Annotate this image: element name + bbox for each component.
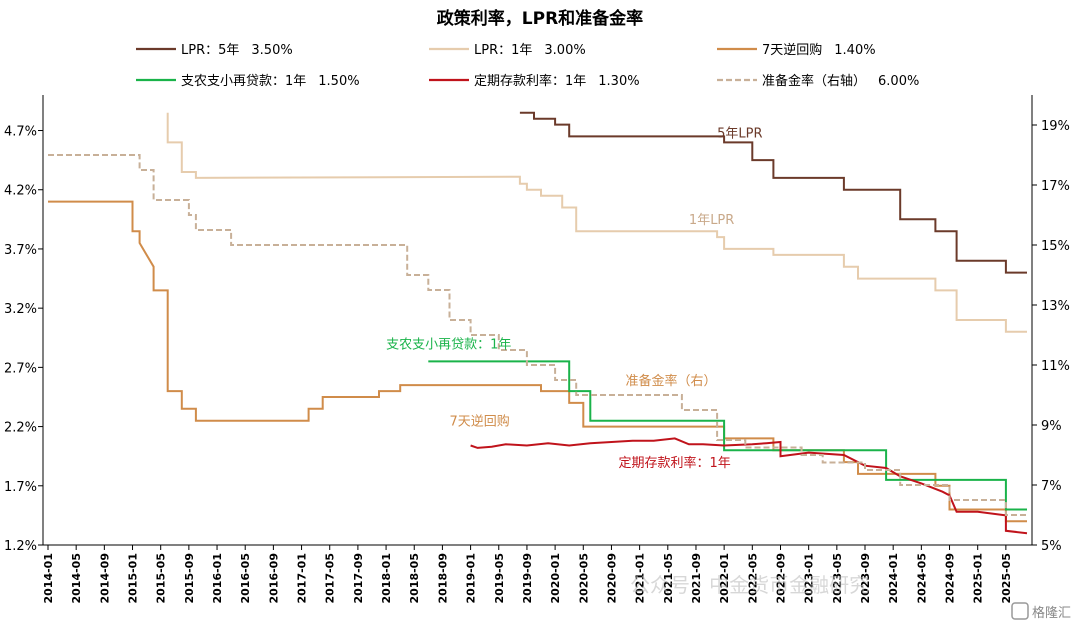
annotation-5: 定期存款利率：1年 bbox=[618, 455, 730, 471]
right-tick-label: 5% bbox=[1041, 539, 1062, 554]
x-tick-label: 2017-05 bbox=[324, 553, 337, 604]
x-tick-label: 2018-09 bbox=[436, 553, 449, 604]
legend-value-1: 3.00% bbox=[544, 43, 585, 58]
right-tick-label: 9% bbox=[1041, 419, 1062, 434]
left-tick-label: 1.2% bbox=[4, 539, 37, 554]
series-line-5 bbox=[48, 154, 1027, 516]
series-line-2 bbox=[48, 200, 1027, 523]
x-tick-label: 2025-05 bbox=[1000, 553, 1013, 604]
watermark-logo-icon bbox=[1011, 602, 1029, 620]
annotation-2: 支农支小再贷款：1年 bbox=[386, 337, 511, 352]
right-tick-label: 17% bbox=[1041, 179, 1070, 194]
x-tick-label: 2015-09 bbox=[183, 553, 196, 604]
x-tick-label: 2016-01 bbox=[211, 553, 224, 604]
series-layer bbox=[48, 111, 1028, 535]
x-tick-label: 2014-01 bbox=[42, 553, 55, 604]
x-tick-label: 2021-05 bbox=[662, 553, 675, 604]
annotation-1: 1年LPR bbox=[689, 213, 734, 228]
left-tick-label: 2.7% bbox=[4, 361, 37, 376]
x-tick-label: 2017-09 bbox=[352, 553, 365, 604]
right-tick-label: 15% bbox=[1041, 239, 1070, 254]
left-tick-label: 4.2% bbox=[4, 184, 37, 199]
x-tick-label: 2021-09 bbox=[690, 553, 703, 604]
x-tick-label: 2018-05 bbox=[408, 553, 421, 604]
annotation-3: 准备金率（右） bbox=[626, 373, 717, 389]
x-tick-label: 2024-01 bbox=[887, 553, 900, 604]
legend-value-4: 1.30% bbox=[598, 74, 639, 89]
x-tick-label: 2023-09 bbox=[859, 553, 872, 604]
annotation-0: 5年LPR bbox=[717, 127, 762, 142]
right-tick-label: 11% bbox=[1041, 359, 1070, 374]
right-tick-label: 7% bbox=[1041, 479, 1062, 494]
left-tick-label: 3.7% bbox=[4, 243, 37, 258]
left-tick-label: 2.2% bbox=[4, 421, 37, 436]
watermark-text: 公众号 · 中金货币金融研究 bbox=[630, 573, 869, 597]
left-tick-label: 1.7% bbox=[4, 480, 37, 495]
series-line-3 bbox=[428, 360, 1027, 511]
legend-value-3: 1.50% bbox=[318, 74, 359, 89]
x-tick-label: 2015-01 bbox=[127, 553, 140, 604]
right-tick-label: 13% bbox=[1041, 299, 1070, 314]
right-tick-label: 19% bbox=[1041, 119, 1070, 134]
legend-label-5: 准备金率（右轴） bbox=[762, 73, 866, 89]
left-tick-label: 3.2% bbox=[4, 302, 37, 317]
x-tick-label: 2022-05 bbox=[746, 553, 759, 604]
x-tick-label: 2020-01 bbox=[549, 553, 562, 604]
legend-value-0: 3.50% bbox=[251, 43, 292, 58]
x-tick-label: 2016-05 bbox=[239, 553, 252, 604]
annotation-4: 7天逆回购 bbox=[449, 413, 509, 429]
legend-label-1: LPR：1年 bbox=[474, 43, 532, 58]
x-tick-label: 2023-05 bbox=[831, 553, 844, 604]
x-tick-label: 2016-09 bbox=[267, 553, 280, 604]
x-tick-label: 2018-01 bbox=[380, 553, 393, 604]
x-tick-label: 2019-01 bbox=[465, 553, 478, 604]
watermark-logo-text: 格隆汇 bbox=[1032, 605, 1071, 621]
legend: LPR：5年 3.50% LPR：1年 3.00% 7天逆回购 1.40% 支农支小再贷款：… bbox=[136, 42, 919, 89]
x-tick-label: 2019-09 bbox=[521, 553, 534, 604]
x-tick-label: 2021-01 bbox=[634, 553, 647, 604]
chart-title: 政策利率，LPR和准备金率 bbox=[437, 8, 643, 29]
axes: 4.7% 4.2% 3.7% 3.2% 2.7% 2.2% 1.7% 1.2% 19% 17% 15… bbox=[4, 95, 1070, 604]
legend-label-3: 支农支小再贷款：1年 bbox=[181, 74, 306, 89]
x-tick-label: 2020-05 bbox=[577, 553, 590, 604]
legend-label-0: LPR：5年 bbox=[181, 43, 239, 58]
x-tick-label: 2017-01 bbox=[296, 553, 309, 604]
series-line-4 bbox=[470, 437, 1028, 535]
left-tick-label: 4.7% bbox=[4, 125, 37, 140]
x-tick-label: 2023-01 bbox=[803, 553, 816, 604]
legend-value-2: 1.40% bbox=[834, 43, 875, 58]
legend-label-2: 7天逆回购 bbox=[762, 42, 822, 58]
x-tick-label: 2020-09 bbox=[605, 553, 618, 604]
x-tick-label: 2019-05 bbox=[493, 553, 506, 604]
series-line-1 bbox=[166, 112, 1027, 333]
x-tick-label: 2015-05 bbox=[155, 553, 168, 604]
legend-label-4: 定期存款利率：1年 bbox=[474, 73, 586, 89]
x-tick-label: 2014-09 bbox=[98, 553, 111, 604]
x-tick-label: 2022-01 bbox=[718, 553, 731, 604]
x-tick-label: 2014-05 bbox=[70, 553, 83, 604]
legend-value-5: 6.00% bbox=[878, 74, 919, 89]
x-tick-label: 2024-05 bbox=[915, 553, 928, 604]
series-line-0 bbox=[519, 111, 1027, 274]
x-tick-label: 2024-09 bbox=[944, 553, 957, 604]
x-tick-label: 2025-01 bbox=[972, 553, 985, 604]
x-tick-label: 2022-09 bbox=[774, 553, 787, 604]
